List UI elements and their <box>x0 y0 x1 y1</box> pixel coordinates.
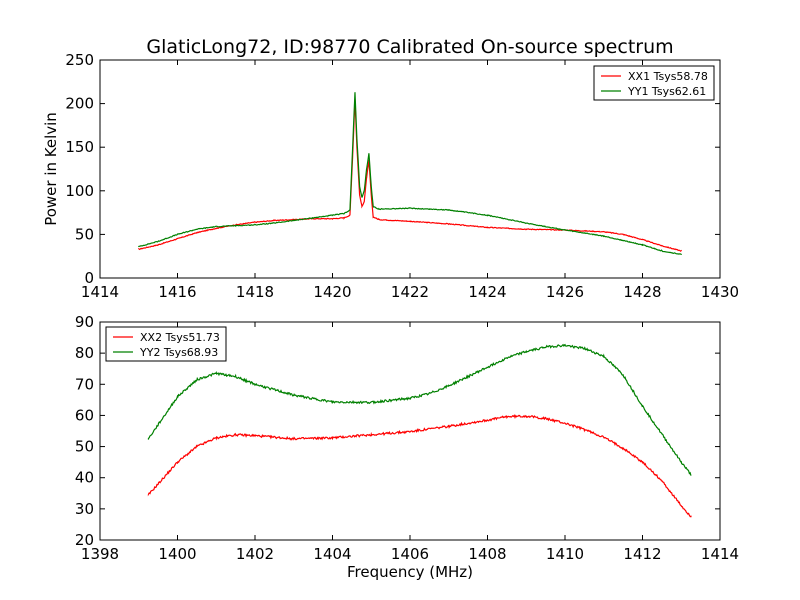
bottom-legend-box <box>105 326 227 362</box>
top-legend-label-2: YY1 Tsys62.61 <box>627 85 706 98</box>
y-axis-label: Power in Kelvin <box>42 112 60 226</box>
top-x-tick-label: 1418 <box>236 283 274 301</box>
chart-title: GlaticLong72, ID:98770 Calibrated On-sou… <box>146 36 673 58</box>
bottom-y-tick-label: 50 <box>75 438 94 456</box>
bottom-y-tick-label: 90 <box>75 313 94 331</box>
bottom-y-tick-label: 30 <box>75 500 94 518</box>
top-chart-panel: 1414 1416 1418 1420 1422 1424 1426 1428 1430 0 50 1… <box>65 51 739 301</box>
top-legend-box <box>593 65 715 101</box>
bottom-y-tick-label: 80 <box>75 344 94 362</box>
top-x-tick-label: 1414 <box>81 283 119 301</box>
bottom-chart-panel: 1398 1400 1402 1404 1406 1408 1410 1412 1414 20 30… <box>75 313 739 563</box>
top-x-tick-label: 1430 <box>701 283 739 301</box>
bottom-series-line-1 <box>147 414 692 518</box>
top-legend: XX1 Tsys58.78 YY1 Tsys62.61 <box>593 65 715 101</box>
bottom-legend-label-1: XX2 Tsys51.73 <box>140 331 220 344</box>
bottom-series-line-2 <box>147 343 692 476</box>
top-series-line-1 <box>138 99 682 252</box>
bottom-legend-label-2: YY2 Tsys68.93 <box>139 346 218 359</box>
bottom-y-tick-label: 20 <box>75 531 94 549</box>
bottom-x-tick-label: 1414 <box>701 545 739 563</box>
top-x-tick-label: 1426 <box>546 283 584 301</box>
top-y-tick-label: 100 <box>65 182 94 200</box>
top-x-tick-label: 1428 <box>623 283 661 301</box>
bottom-y-tick-label: 60 <box>75 406 94 424</box>
x-axis-label: Frequency (MHz) <box>347 563 473 581</box>
bottom-x-tick-label: 1404 <box>313 545 351 563</box>
top-x-tick-label: 1416 <box>158 283 196 301</box>
top-x-tick-label: 1422 <box>391 283 429 301</box>
bottom-x-tick-label: 1408 <box>468 545 506 563</box>
top-series-line-2 <box>138 92 682 255</box>
bottom-x-tick-label: 1402 <box>236 545 274 563</box>
bottom-y-tick-label: 40 <box>75 469 94 487</box>
bottom-x-tick-label: 1398 <box>81 545 119 563</box>
top-x-tick-label: 1420 <box>313 283 351 301</box>
top-y-tick-label: 50 <box>75 225 94 243</box>
bottom-legend: XX2 Tsys51.73 YY2 Tsys68.93 <box>105 326 227 362</box>
bottom-x-tick-label: 1412 <box>623 545 661 563</box>
top-y-tick-label: 150 <box>65 138 94 156</box>
top-y-tick-label: 0 <box>84 269 94 287</box>
top-legend-label-1: XX1 Tsys58.78 <box>628 70 708 83</box>
bottom-x-tick-label: 1400 <box>158 545 196 563</box>
bottom-y-tick-label: 70 <box>75 375 94 393</box>
top-y-tick-label: 200 <box>65 95 94 113</box>
bottom-x-tick-label: 1406 <box>391 545 429 563</box>
top-y-tick-label: 250 <box>65 51 94 69</box>
top-x-tick-label: 1424 <box>468 283 506 301</box>
bottom-x-tick-label: 1410 <box>546 545 584 563</box>
